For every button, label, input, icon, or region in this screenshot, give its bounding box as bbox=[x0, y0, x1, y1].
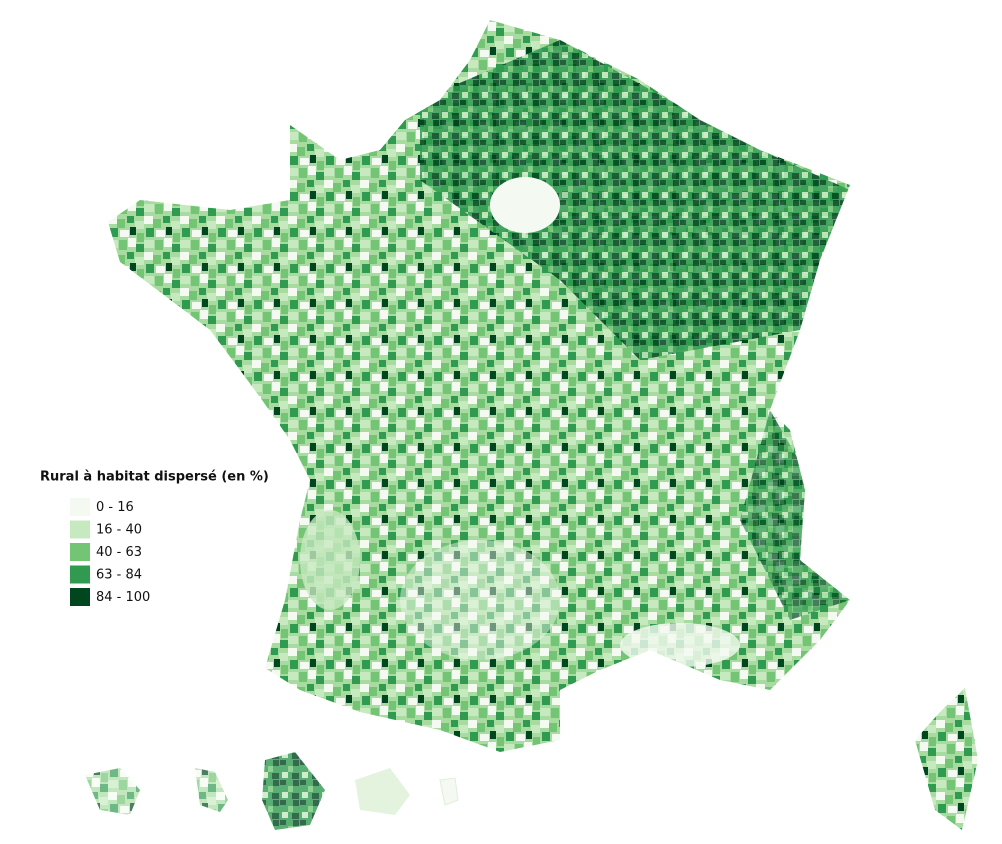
legend-swatch bbox=[70, 543, 90, 561]
france-map bbox=[108, 20, 850, 752]
legend-swatch bbox=[70, 498, 90, 516]
corsica bbox=[915, 688, 978, 830]
legend-swatch bbox=[70, 565, 90, 584]
legend-label: 63 - 84 bbox=[96, 568, 142, 583]
legend: Rural à habitat dispersé (en %) 0 - 16 16… bbox=[40, 470, 269, 606]
overseas bbox=[85, 752, 459, 830]
legend-label: 84 - 100 bbox=[96, 590, 150, 605]
legend-swatch bbox=[70, 520, 90, 539]
legend-label: 16 - 40 bbox=[96, 523, 142, 538]
legend-label: 40 - 63 bbox=[96, 545, 142, 560]
legend-swatch bbox=[70, 588, 90, 606]
legend-title: Rural à habitat dispersé (en %) bbox=[40, 470, 269, 485]
legend-label: 0 - 16 bbox=[96, 500, 134, 515]
